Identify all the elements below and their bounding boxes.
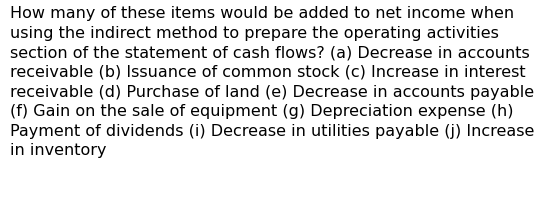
Text: How many of these items would be added to net income when
using the indirect met: How many of these items would be added t… — [10, 6, 535, 158]
